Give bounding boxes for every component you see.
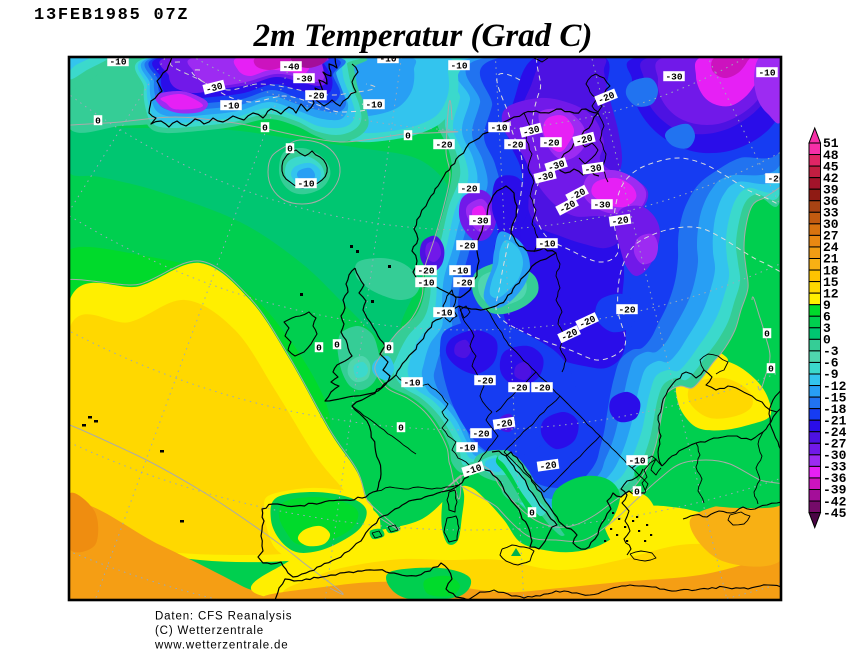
svg-text:-20: -20 <box>506 140 523 151</box>
svg-text:33: 33 <box>823 206 839 221</box>
svg-text:-10: -10 <box>538 239 555 250</box>
svg-text:45: 45 <box>823 159 839 174</box>
svg-text:-10: -10 <box>464 462 484 478</box>
svg-text:27: 27 <box>823 229 839 244</box>
svg-text:-20: -20 <box>510 383 527 394</box>
svg-text:0: 0 <box>287 144 293 155</box>
svg-text:-15: -15 <box>823 390 847 405</box>
svg-text:-20: -20 <box>611 214 630 227</box>
svg-text:-21: -21 <box>823 413 847 428</box>
svg-text:-20: -20 <box>455 278 472 289</box>
svg-text:15: 15 <box>823 275 839 290</box>
svg-text:-30: -30 <box>665 72 682 83</box>
svg-text:-20: -20 <box>495 417 514 430</box>
svg-text:-20: -20 <box>575 133 595 148</box>
svg-text:-10: -10 <box>450 61 467 72</box>
svg-text:2m Temperatur (Grad C): 2m Temperatur (Grad C) <box>253 18 593 54</box>
svg-text:-10: -10 <box>109 57 126 68</box>
svg-text:-10: -10 <box>451 266 468 277</box>
svg-text:0: 0 <box>764 329 770 340</box>
svg-text:39: 39 <box>823 182 839 197</box>
svg-text:42: 42 <box>823 171 839 186</box>
svg-text:0: 0 <box>386 343 392 354</box>
svg-text:-30: -30 <box>205 81 225 96</box>
svg-text:-10: -10 <box>417 278 434 289</box>
svg-text:-45: -45 <box>823 506 847 521</box>
svg-text:12: 12 <box>823 286 839 301</box>
svg-text:-6: -6 <box>823 356 839 371</box>
svg-text:0: 0 <box>768 364 774 375</box>
svg-text:21: 21 <box>823 252 839 267</box>
svg-text:0: 0 <box>316 343 322 354</box>
svg-text:9: 9 <box>823 298 831 313</box>
svg-text:-20: -20 <box>533 383 550 394</box>
svg-text:-20: -20 <box>435 140 452 151</box>
svg-text:51: 51 <box>823 136 839 151</box>
svg-text:-10: -10 <box>222 101 239 112</box>
svg-text:0: 0 <box>262 123 268 134</box>
svg-text:-20: -20 <box>618 305 635 316</box>
svg-text:-10: -10 <box>365 100 382 111</box>
svg-text:-33: -33 <box>823 460 847 475</box>
svg-text:-10: -10 <box>758 68 775 79</box>
svg-text:-10: -10 <box>628 456 645 467</box>
svg-text:-10: -10 <box>297 179 314 190</box>
svg-text:0: 0 <box>405 131 411 142</box>
svg-text:-20: -20 <box>307 91 324 102</box>
svg-text:(C) Wetterzentrale: (C) Wetterzentrale <box>155 625 264 637</box>
svg-text:-20: -20 <box>476 376 493 387</box>
svg-text:-30: -30 <box>295 74 312 85</box>
svg-text:13FEB1985 07Z: 13FEB1985 07Z <box>34 6 189 25</box>
svg-text:-3: -3 <box>823 344 839 359</box>
svg-text:6: 6 <box>823 309 831 324</box>
svg-text:18: 18 <box>823 263 839 278</box>
svg-text:-24: -24 <box>823 425 847 440</box>
svg-text:-20: -20 <box>458 241 475 252</box>
svg-text:-27: -27 <box>823 437 846 452</box>
svg-text:Daten: CFS Reanalysis: Daten: CFS Reanalysis <box>155 611 292 623</box>
svg-text:-20: -20 <box>417 266 434 277</box>
svg-text:36: 36 <box>823 194 839 209</box>
svg-text:www.wetterzentrale.de: www.wetterzentrale.de <box>154 640 289 652</box>
svg-text:-10: -10 <box>490 123 507 134</box>
svg-text:0: 0 <box>823 333 831 348</box>
svg-text:-40: -40 <box>282 62 299 73</box>
svg-text:-20: -20 <box>767 174 784 185</box>
svg-text:-30: -30 <box>823 448 847 463</box>
svg-text:48: 48 <box>823 148 839 163</box>
svg-text:0: 0 <box>634 487 640 498</box>
svg-text:24: 24 <box>823 240 839 255</box>
svg-text:-20: -20 <box>539 459 558 472</box>
svg-text:-12: -12 <box>823 379 847 394</box>
svg-text:0: 0 <box>529 508 535 519</box>
svg-text:30: 30 <box>823 217 839 232</box>
svg-text:-42: -42 <box>823 494 847 509</box>
svg-text:-20: -20 <box>542 138 559 149</box>
svg-text:-20: -20 <box>460 184 477 195</box>
svg-text:-36: -36 <box>823 471 847 486</box>
svg-text:0: 0 <box>334 340 340 351</box>
svg-text:-10: -10 <box>379 54 396 65</box>
svg-text:-30: -30 <box>593 200 610 211</box>
svg-text:-30: -30 <box>536 170 556 185</box>
svg-text:-30: -30 <box>584 162 603 175</box>
svg-text:-20: -20 <box>472 429 489 440</box>
svg-text:-10: -10 <box>458 443 475 454</box>
svg-text:-39: -39 <box>823 483 847 498</box>
svg-text:-10: -10 <box>435 308 452 319</box>
svg-text:-30: -30 <box>522 124 542 139</box>
svg-text:-30: -30 <box>471 216 488 227</box>
svg-text:-18: -18 <box>823 402 847 417</box>
svg-text:0: 0 <box>398 423 404 434</box>
svg-text:-10: -10 <box>403 378 420 389</box>
svg-text:0: 0 <box>95 116 101 127</box>
svg-text:-9: -9 <box>823 367 839 382</box>
svg-text:3: 3 <box>823 321 831 336</box>
